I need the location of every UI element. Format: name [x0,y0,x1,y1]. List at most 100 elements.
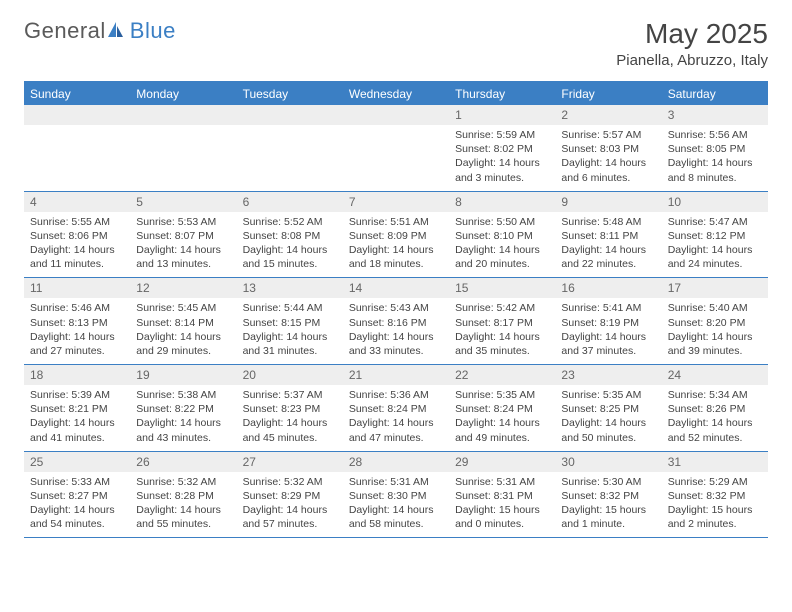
day-number: 9 [555,192,661,212]
calendar-cell: 20Sunrise: 5:37 AMSunset: 8:23 PMDayligh… [237,365,343,451]
cell-body: Sunrise: 5:51 AMSunset: 8:09 PMDaylight:… [343,212,449,278]
day-header: Wednesday [343,83,449,105]
cell-line: Sunset: 8:27 PM [30,489,124,503]
cell-line: Sunrise: 5:50 AM [455,215,549,229]
cell-line: Daylight: 15 hours and 1 minute. [561,503,655,531]
cell-body [343,125,449,134]
location-text: Pianella, Abruzzo, Italy [616,52,768,69]
cell-line: Daylight: 14 hours and 43 minutes. [136,416,230,444]
calendar-cell: 1 Sunrise: 5:59 AMSunset: 8:02 PMDaylight… [449,105,555,191]
calendar-cell: 19Sunrise: 5:38 AMSunset: 8:22 PMDayligh… [130,365,236,451]
cell-body: Sunrise: 5:34 AMSunset: 8:26 PMDaylight:… [662,385,768,451]
cell-line: Sunrise: 5:44 AM [243,301,337,315]
calendar-cell: 6Sunrise: 5:52 AMSunset: 8:08 PMDaylight… [237,192,343,278]
cell-line: Sunset: 8:32 PM [668,489,762,503]
cell-line: Sunrise: 5:48 AM [561,215,655,229]
cell-body: Sunrise: 5:33 AMSunset: 8:27 PMDaylight:… [24,472,130,538]
cell-line: Sunset: 8:32 PM [561,489,655,503]
calendar-cell: 17Sunrise: 5:40 AMSunset: 8:20 PMDayligh… [662,278,768,364]
calendar-cell: 7Sunrise: 5:51 AMSunset: 8:09 PMDaylight… [343,192,449,278]
cell-line: Sunset: 8:17 PM [455,316,549,330]
week-row: 25Sunrise: 5:33 AMSunset: 8:27 PMDayligh… [24,452,768,539]
cell-body: Sunrise: 5:32 AMSunset: 8:28 PMDaylight:… [130,472,236,538]
week-row: 18Sunrise: 5:39 AMSunset: 8:21 PMDayligh… [24,365,768,452]
page-header: General Blue May 2025 Pianella, Abruzzo,… [0,0,792,73]
cell-line: Daylight: 14 hours and 31 minutes. [243,330,337,358]
cell-line: Sunrise: 5:35 AM [561,388,655,402]
cell-line: Daylight: 14 hours and 24 minutes. [668,243,762,271]
cell-line: Daylight: 14 hours and 58 minutes. [349,503,443,531]
calendar-cell: 8Sunrise: 5:50 AMSunset: 8:10 PMDaylight… [449,192,555,278]
day-number: 3 [662,105,768,125]
day-number: 8 [449,192,555,212]
cell-body: Sunrise: 5:45 AMSunset: 8:14 PMDaylight:… [130,298,236,364]
day-header: Saturday [662,83,768,105]
calendar-cell: 4Sunrise: 5:55 AMSunset: 8:06 PMDaylight… [24,192,130,278]
day-number: 14 [343,278,449,298]
day-number: 15 [449,278,555,298]
day-number: 27 [237,452,343,472]
day-headers-row: SundayMondayTuesdayWednesdayThursdayFrid… [24,83,768,105]
cell-line: Sunset: 8:29 PM [243,489,337,503]
day-number: 31 [662,452,768,472]
cell-line: Daylight: 14 hours and 8 minutes. [668,156,762,184]
calendar-cell [343,105,449,191]
cell-body [24,125,130,134]
cell-line: Daylight: 14 hours and 3 minutes. [455,156,549,184]
week-row: 11Sunrise: 5:46 AMSunset: 8:13 PMDayligh… [24,278,768,365]
cell-body [237,125,343,134]
day-number: 22 [449,365,555,385]
cell-body: Sunrise: 5:35 AMSunset: 8:24 PMDaylight:… [449,385,555,451]
cell-body: Sunrise: 5:39 AMSunset: 8:21 PMDaylight:… [24,385,130,451]
week-row: 4Sunrise: 5:55 AMSunset: 8:06 PMDaylight… [24,192,768,279]
cell-line: Daylight: 14 hours and 57 minutes. [243,503,337,531]
cell-body: Sunrise: 5:56 AMSunset: 8:05 PMDaylight:… [662,125,768,191]
day-number: 2 [555,105,661,125]
cell-line: Sunset: 8:31 PM [455,489,549,503]
day-number: 1 [449,105,555,125]
day-number: 20 [237,365,343,385]
cell-body: Sunrise: 5:37 AMSunset: 8:23 PMDaylight:… [237,385,343,451]
logo-text-general: General [24,18,106,44]
calendar-cell: 24Sunrise: 5:34 AMSunset: 8:26 PMDayligh… [662,365,768,451]
cell-body: Sunrise: 5:46 AMSunset: 8:13 PMDaylight:… [24,298,130,364]
day-number: 11 [24,278,130,298]
cell-line: Daylight: 14 hours and 47 minutes. [349,416,443,444]
cell-body: Sunrise: 5:30 AMSunset: 8:32 PMDaylight:… [555,472,661,538]
logo-text-blue: Blue [130,18,176,44]
cell-line: Sunrise: 5:40 AM [668,301,762,315]
day-number: 30 [555,452,661,472]
day-number: 4 [24,192,130,212]
day-header: Sunday [24,83,130,105]
calendar-cell: 21Sunrise: 5:36 AMSunset: 8:24 PMDayligh… [343,365,449,451]
cell-body: Sunrise: 5:47 AMSunset: 8:12 PMDaylight:… [662,212,768,278]
cell-line: Sunset: 8:28 PM [136,489,230,503]
calendar-cell [24,105,130,191]
cell-body: Sunrise: 5:31 AMSunset: 8:31 PMDaylight:… [449,472,555,538]
calendar-cell: 3Sunrise: 5:56 AMSunset: 8:05 PMDaylight… [662,105,768,191]
day-number: 24 [662,365,768,385]
calendar-cell: 30Sunrise: 5:30 AMSunset: 8:32 PMDayligh… [555,452,661,538]
cell-line: Sunrise: 5:53 AM [136,215,230,229]
logo: General Blue [24,18,176,44]
calendar-cell: 5Sunrise: 5:53 AMSunset: 8:07 PMDaylight… [130,192,236,278]
cell-line: Sunset: 8:02 PM [455,142,549,156]
day-header: Friday [555,83,661,105]
cell-line: Daylight: 14 hours and 49 minutes. [455,416,549,444]
cell-line: Sunset: 8:16 PM [349,316,443,330]
cell-line: Sunset: 8:15 PM [243,316,337,330]
cell-line: Daylight: 14 hours and 45 minutes. [243,416,337,444]
cell-line: Sunrise: 5:59 AM [455,128,549,142]
calendar-cell: 28Sunrise: 5:31 AMSunset: 8:30 PMDayligh… [343,452,449,538]
calendar-cell: 29Sunrise: 5:31 AMSunset: 8:31 PMDayligh… [449,452,555,538]
cell-line: Sunrise: 5:34 AM [668,388,762,402]
cell-line: Sunrise: 5:39 AM [30,388,124,402]
day-number: 28 [343,452,449,472]
cell-line: Sunset: 8:24 PM [349,402,443,416]
cell-line: Sunset: 8:09 PM [349,229,443,243]
calendar-cell: 18Sunrise: 5:39 AMSunset: 8:21 PMDayligh… [24,365,130,451]
day-number: 29 [449,452,555,472]
calendar-cell: 9Sunrise: 5:48 AMSunset: 8:11 PMDaylight… [555,192,661,278]
day-number [24,105,130,125]
day-number: 7 [343,192,449,212]
